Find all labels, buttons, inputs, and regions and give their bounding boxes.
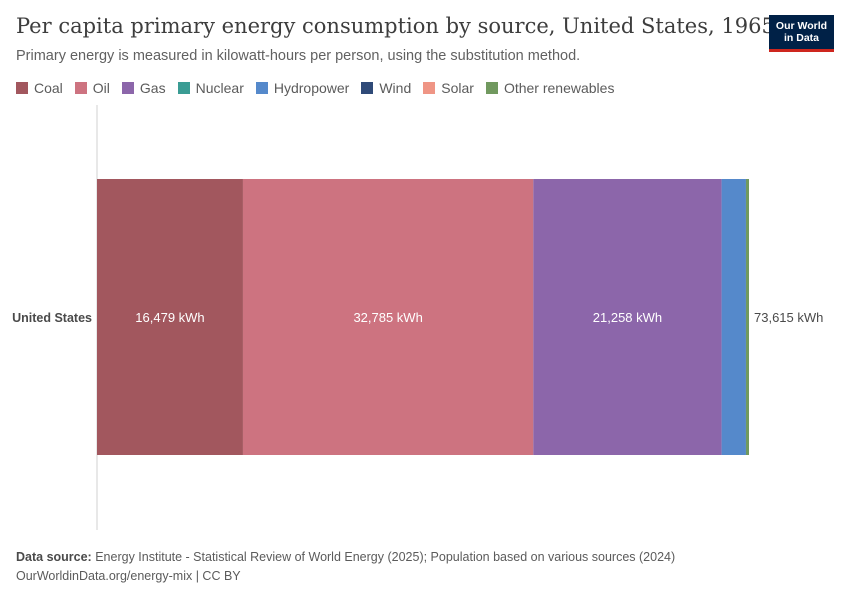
legend-item-solar[interactable]: Solar <box>423 80 474 96</box>
bar-segment-oil <box>242 179 534 455</box>
data-label-gas: 21,258 kWh <box>593 310 662 325</box>
legend-swatch <box>485 82 498 94</box>
legend-item-wind[interactable]: Wind <box>361 80 411 96</box>
legend-label: Hydropower <box>273 80 350 96</box>
page-subtitle: Primary energy is measured in kilowatt-h… <box>16 48 581 64</box>
legend-swatch <box>361 82 374 94</box>
legend-item-oil[interactable]: Oil <box>74 80 110 96</box>
bar-segment-hydropower <box>721 179 746 455</box>
legend-label: Coal <box>34 80 63 96</box>
legend-label: Gas <box>139 80 166 96</box>
legend-swatch <box>121 82 134 94</box>
total-label: 73,615 kWh <box>754 310 823 325</box>
data-label-oil: 32,785 kWh <box>353 310 422 325</box>
data-source-line: Data source: Energy Institute - Statisti… <box>16 548 675 567</box>
chart-footer: Data source: Energy Institute - Statisti… <box>16 548 675 586</box>
legend-item-gas[interactable]: Gas <box>121 80 166 96</box>
legend-label: Solar <box>441 80 474 96</box>
page-title: Per capita primary energy consumption by… <box>16 14 775 38</box>
legend-item-nuclear[interactable]: Nuclear <box>177 80 244 96</box>
data-source-text: Energy Institute - Statistical Review of… <box>95 550 676 564</box>
legend-swatch <box>177 82 190 94</box>
bar-segment-gas <box>533 179 722 455</box>
legend-label: Other renewables <box>503 80 615 96</box>
bar-segment-coal <box>97 179 243 455</box>
legend-swatch <box>423 82 436 94</box>
legend-label: Nuclear <box>195 80 244 96</box>
data-source-label: Data source: <box>16 550 92 564</box>
legend-swatch <box>16 82 28 94</box>
logo-line-1: Our World <box>775 20 828 32</box>
legend-item-hydropower[interactable]: Hydropower <box>255 80 350 96</box>
chart-legend: Coal Oil Gas Nuclear Hydropower Wind Solar Othe… <box>16 80 626 96</box>
bar-segment-other-renewables <box>745 179 749 455</box>
logo-line-2: in Data <box>783 32 819 44</box>
owid-logo[interactable]: Our World in Data <box>769 15 834 52</box>
category-label: United States <box>12 311 92 325</box>
legend-label: Wind <box>379 80 412 96</box>
legend-item-other-renewables[interactable]: Other renewables <box>485 80 615 96</box>
license-line[interactable]: OurWorldinData.org/energy-mix | CC BY <box>16 569 241 583</box>
data-label-coal: 16,479 kWh <box>135 310 204 325</box>
legend-label: Oil <box>92 80 110 96</box>
legend-swatch <box>74 82 87 94</box>
legend-item-coal[interactable]: Coal <box>16 80 63 96</box>
stacked-bar-chart: United States 16,479 kWh 32,785 kWh 21,258 … <box>12 105 823 530</box>
legend-swatch <box>255 82 268 94</box>
